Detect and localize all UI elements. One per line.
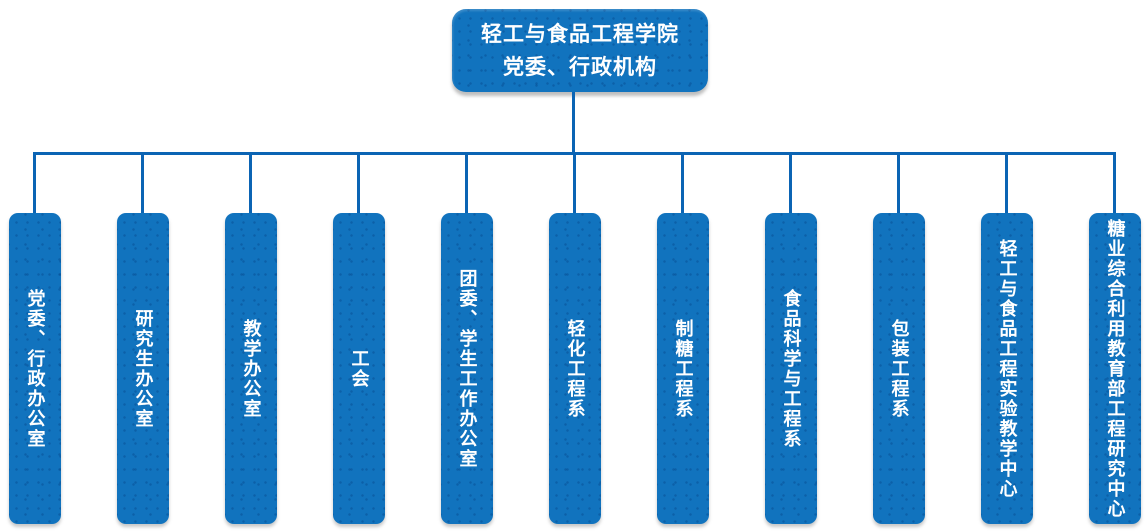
- dept-node: 党委、行政办公室: [8, 213, 61, 524]
- dept-node: 制糖工程系: [656, 213, 709, 524]
- connector-drop-line: [897, 153, 900, 214]
- connector-drop-line: [573, 153, 576, 214]
- dept-node: 团委、学生工作办公室: [440, 213, 493, 524]
- dept-label: 工会: [348, 348, 370, 389]
- dept-label: 包装工程系: [888, 318, 910, 419]
- connector-drop-line: [1113, 153, 1116, 214]
- root-node: 轻工与食品工程学院 党委、行政机构: [452, 9, 708, 92]
- connector-drop-line: [681, 153, 684, 214]
- dept-label: 团委、学生工作办公室: [456, 268, 478, 469]
- root-title-line1: 轻工与食品工程学院: [481, 22, 679, 47]
- dept-node: 食品科学与工程系: [764, 213, 817, 524]
- dept-node: 糖业综合利用教育部工程研究中心: [1088, 213, 1141, 524]
- dept-node: 研究生办公室: [116, 213, 169, 524]
- connector-drop-line: [465, 153, 468, 214]
- root-title-line2: 党委、行政机构: [503, 54, 657, 79]
- connector-drop-line: [1005, 153, 1008, 214]
- dept-label: 党委、行政办公室: [24, 288, 46, 449]
- dept-label: 食品科学与工程系: [780, 288, 802, 449]
- connector-drop-line: [33, 153, 36, 214]
- dept-label: 教学办公室: [240, 318, 262, 419]
- dept-label: 轻化工程系: [564, 318, 586, 419]
- dept-node: 轻工与食品工程实验教学中心: [980, 213, 1033, 524]
- dept-label: 制糖工程系: [672, 318, 694, 419]
- connector-drop-line: [141, 153, 144, 214]
- connector-drop-line: [249, 153, 252, 214]
- dept-label: 糖业综合利用教育部工程研究中心: [1104, 218, 1126, 519]
- connector-stem-line: [572, 92, 575, 153]
- dept-label: 研究生办公室: [132, 308, 154, 429]
- dept-node: 工会: [332, 213, 385, 524]
- dept-node: 包装工程系: [872, 213, 925, 524]
- dept-node: 教学办公室: [224, 213, 277, 524]
- dept-label: 轻工与食品工程实验教学中心: [996, 238, 1018, 499]
- dept-node: 轻化工程系: [548, 213, 601, 524]
- connector-drop-line: [357, 153, 360, 214]
- connector-drop-line: [789, 153, 792, 214]
